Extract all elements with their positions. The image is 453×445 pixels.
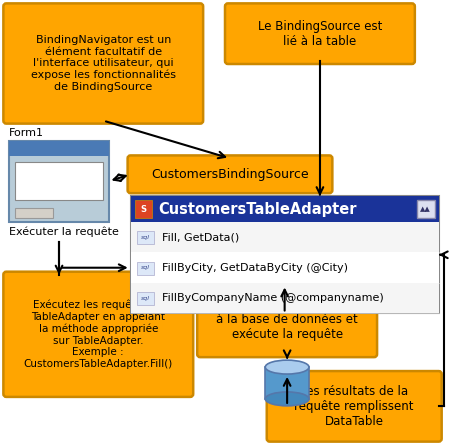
Text: Exécuter la requête: Exécuter la requête <box>10 227 119 238</box>
FancyBboxPatch shape <box>135 200 153 218</box>
FancyBboxPatch shape <box>267 371 442 441</box>
Text: Les résultats de la
requête remplissent
DataTable: Les résultats de la requête remplissent … <box>294 385 414 428</box>
FancyBboxPatch shape <box>136 262 154 275</box>
FancyBboxPatch shape <box>3 4 203 124</box>
Ellipse shape <box>265 360 309 374</box>
Text: BindingNavigator est un
élément facultatif de
l'interface utilisateur, qui
expos: BindingNavigator est un élément facultat… <box>31 35 176 92</box>
FancyBboxPatch shape <box>10 141 109 222</box>
Text: Exécutez les requêtes de
TableAdapter en appelant
la méthode appropriée
sur Tabl: Exécutez les requêtes de TableAdapter en… <box>24 300 173 369</box>
FancyBboxPatch shape <box>136 292 154 305</box>
Text: FillByCity, GetDataByCity (@City): FillByCity, GetDataByCity (@City) <box>162 263 348 273</box>
Text: Le BindingSource est
lié à la table: Le BindingSource est lié à la table <box>258 20 382 48</box>
FancyBboxPatch shape <box>417 200 435 218</box>
Text: TableAdapter se connecte
à la base de données et
exécute la requête: TableAdapter se connecte à la base de do… <box>211 298 363 341</box>
Text: CustomersTableAdapter: CustomersTableAdapter <box>159 202 357 217</box>
FancyBboxPatch shape <box>130 222 439 252</box>
FancyBboxPatch shape <box>225 4 415 64</box>
Text: S: S <box>140 205 146 214</box>
FancyBboxPatch shape <box>130 196 439 313</box>
FancyBboxPatch shape <box>128 155 333 193</box>
FancyBboxPatch shape <box>130 252 439 283</box>
Text: ▲▲: ▲▲ <box>420 206 431 212</box>
Ellipse shape <box>265 392 309 406</box>
FancyBboxPatch shape <box>197 282 377 357</box>
FancyBboxPatch shape <box>265 367 309 399</box>
Text: Form1: Form1 <box>10 128 44 138</box>
Text: sql: sql <box>141 295 150 301</box>
FancyBboxPatch shape <box>3 272 193 397</box>
FancyBboxPatch shape <box>15 162 103 200</box>
FancyBboxPatch shape <box>15 208 53 218</box>
FancyBboxPatch shape <box>130 283 439 313</box>
FancyBboxPatch shape <box>130 196 439 222</box>
FancyBboxPatch shape <box>136 231 154 244</box>
Text: sql: sql <box>141 235 150 240</box>
FancyBboxPatch shape <box>10 141 109 156</box>
Text: Fill, GetData(): Fill, GetData() <box>162 232 240 242</box>
Text: CustomersBindingSource: CustomersBindingSource <box>151 168 309 181</box>
Text: FillByCompanyName (@companyname): FillByCompanyName (@companyname) <box>162 293 384 303</box>
Text: sql: sql <box>141 265 150 270</box>
